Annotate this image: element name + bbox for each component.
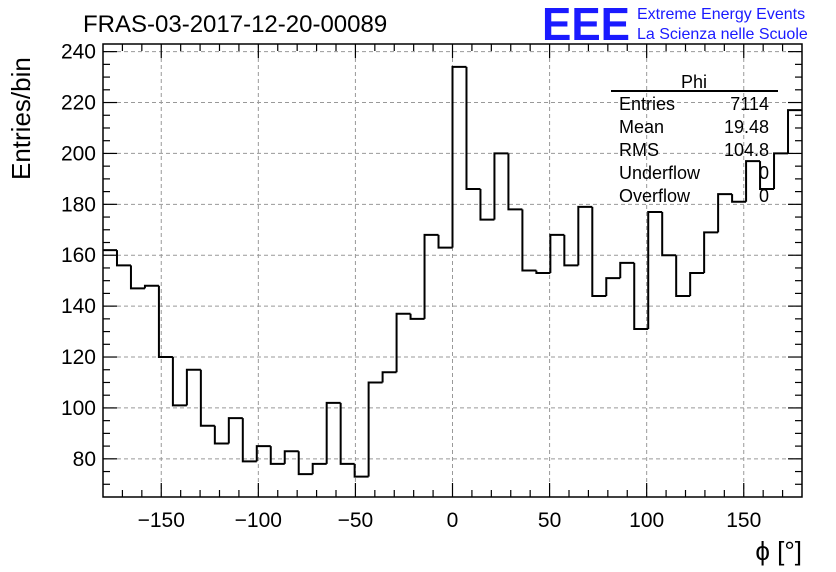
histogram-bin — [199, 369, 215, 427]
histogram-bin — [255, 445, 271, 462]
histogram-bin — [605, 277, 621, 296]
stats-rows: Entries 7114 Mean 19.48 RMS 104.8 Underflow 0 Ov… — [619, 94, 769, 206]
histogram-bin — [577, 205, 593, 266]
histogram-bin — [689, 272, 705, 296]
stats-label: RMS — [619, 140, 659, 160]
eee-logo: EEE Extreme Energy Events La Scienza nel… — [542, 0, 808, 50]
histogram-bin — [521, 209, 537, 272]
y-tick-label: 120 — [61, 346, 96, 369]
y-tick-label: 240 — [61, 41, 96, 64]
stats-box: Phi Entries 7114 Mean 19.48 RMS 104.8 Underflo… — [611, 72, 778, 206]
histogram-bin — [185, 368, 201, 406]
histogram-bin — [171, 357, 187, 407]
histogram-bin — [745, 160, 761, 202]
logo-line-2: La Scienza nelle Scuole — [637, 26, 808, 43]
x-tick-label: −100 — [235, 509, 282, 532]
histogram-bin — [353, 463, 369, 478]
histogram-bin — [773, 152, 789, 190]
x-tick-label: 0 — [447, 509, 459, 532]
logo-mark: EEE — [542, 0, 630, 50]
stats-label: Mean — [619, 117, 664, 137]
stats-value: 19.48 — [724, 117, 769, 137]
histogram-bin — [213, 425, 229, 445]
histogram-bin — [143, 284, 159, 289]
y-axis-label: Entries/bin — [6, 57, 36, 180]
histogram-bin — [297, 451, 313, 476]
stats-label: Underflow — [619, 163, 701, 183]
histogram-bin — [507, 153, 523, 211]
histogram-bin — [283, 450, 299, 464]
stats-title: Phi — [681, 72, 707, 92]
histogram-bin — [535, 270, 551, 275]
chart-title: FRAS-03-2017-12-20-00089 — [83, 11, 387, 38]
y-tick-label: 140 — [61, 295, 96, 318]
histogram-bin — [115, 250, 131, 267]
histogram-bin — [129, 265, 145, 290]
stats-value: 0 — [759, 186, 769, 206]
histogram-bin — [451, 65, 467, 248]
histogram-bin — [381, 371, 397, 383]
stats-value: 0 — [759, 163, 769, 183]
histogram-bin — [479, 189, 495, 221]
x-tick-label: −50 — [338, 509, 374, 532]
histogram-bin — [395, 312, 411, 373]
histogram-bin — [409, 313, 425, 320]
histogram-bin — [339, 402, 355, 465]
logo-line-1: Extreme Energy Events — [637, 6, 805, 23]
histogram-bin — [787, 109, 802, 154]
histogram-bin — [437, 234, 453, 249]
histogram-bin — [325, 401, 341, 464]
stats-value: 7114 — [730, 94, 769, 114]
histogram-bin — [731, 194, 747, 203]
stats-label: Overflow — [619, 186, 691, 206]
x-axis-label: ϕ [°] — [755, 536, 802, 566]
histogram-bin — [759, 161, 775, 191]
histogram-bin — [675, 255, 691, 297]
histogram-bin — [367, 381, 383, 477]
y-tick-label: 180 — [61, 193, 96, 216]
y-tick-label: 220 — [61, 92, 96, 115]
histogram-bin — [591, 206, 607, 297]
grid — [103, 44, 802, 497]
histogram-bin — [549, 233, 565, 274]
histogram-bin — [563, 234, 579, 267]
histogram-bin — [703, 231, 719, 274]
histogram-bin — [717, 193, 733, 233]
axes — [102, 43, 803, 498]
stats-label: Entries — [619, 94, 675, 114]
y-tick-label: 80 — [73, 448, 96, 471]
x-tick-label: −150 — [138, 509, 185, 532]
histogram-bin — [423, 233, 439, 319]
y-tick-label: 200 — [61, 142, 96, 165]
y-tick-label: 160 — [61, 244, 96, 267]
histogram-series — [103, 65, 802, 478]
histogram-bin — [493, 152, 509, 220]
histogram-bin — [269, 446, 285, 465]
x-tick-label: 50 — [538, 509, 561, 532]
x-tick-label: 150 — [726, 509, 761, 532]
histogram-bin — [661, 211, 677, 257]
histogram-bin — [227, 417, 243, 444]
x-tick-label: 100 — [629, 509, 664, 532]
histogram-bin — [311, 462, 327, 475]
histogram-bin — [157, 285, 173, 359]
histogram-bin — [465, 66, 481, 191]
histogram-bin — [619, 261, 635, 279]
histogram-bin — [633, 262, 649, 331]
stats-value: 104.8 — [724, 140, 769, 160]
histogram-bin — [647, 210, 663, 330]
tick-labels: −150 −100 −50 0 50 100 150 80 100 120 140 160 180 200… — [61, 41, 761, 532]
y-tick-label: 100 — [61, 397, 96, 420]
histogram-bin — [241, 418, 257, 463]
